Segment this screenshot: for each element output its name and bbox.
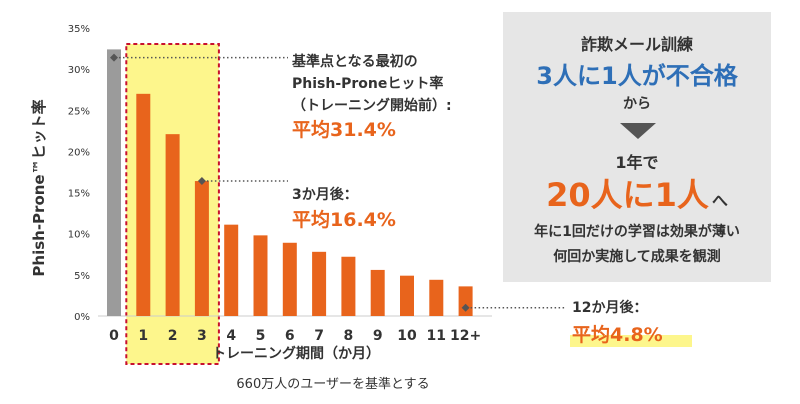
x-tick-label: 6 [285, 328, 295, 344]
y-tick-label: 0% [74, 312, 90, 323]
annotation-text: 12か月後： [572, 299, 647, 316]
x-axis-label: トレーニング期間（か月） [212, 345, 380, 362]
x-tick-label: 8 [344, 328, 354, 344]
x-tick-label: 12+ [450, 328, 481, 344]
bar [224, 224, 239, 316]
annotation-layer: 基準点となる最初の Phish-Proneヒット率 （トレーニング開始前）: 平均31… [110, 53, 692, 347]
callout-stat-after-suffix: へ [712, 191, 728, 210]
bar [136, 93, 151, 316]
y-axis-label: Phish-Prone™ヒット率 [30, 99, 48, 276]
x-tick-label: 5 [256, 328, 266, 344]
bar [458, 286, 473, 316]
bars-layer: 0 1 2 3 4 5 6 7 8 9 10 11 12+ [107, 49, 481, 344]
x-tick-label: 2 [168, 328, 178, 344]
value-marker-highlight [570, 335, 692, 347]
bar [341, 256, 356, 316]
y-tick-label: 35% [68, 24, 90, 35]
callout-stat-after: 20人に1人へ [546, 176, 728, 214]
y-tick-label: 10% [68, 230, 90, 241]
x-tick-label: 9 [373, 328, 383, 344]
y-tick-label: 5% [74, 271, 90, 282]
bar [107, 49, 121, 316]
footnote: 660万人のユーザーを基準とする [236, 376, 429, 392]
annotation-text: （トレーニング開始前）: [292, 97, 452, 114]
x-tick-label: 1 [138, 328, 148, 344]
annotation-marker-icon [461, 303, 470, 312]
callout-title: 詐欺メール訓練 [581, 35, 693, 54]
down-arrow-icon [620, 123, 656, 139]
callout-note-line2: 何回か実施して成果を観測 [553, 248, 721, 265]
annotation-text: 3か月後： [292, 186, 358, 203]
callout-note-line1: 年に1回だけの学習は効果が薄い [534, 223, 740, 240]
annotation-value: 平均16.4% [292, 208, 396, 231]
x-tick-label: 0 [109, 328, 119, 344]
bar [370, 269, 385, 316]
annotation-marker-icon [197, 177, 206, 186]
callout-from: から [623, 96, 651, 112]
x-tick-label: 11 [427, 328, 446, 344]
y-tick-label: 30% [68, 65, 90, 76]
x-tick-label: 4 [226, 328, 236, 344]
bar [429, 279, 444, 316]
annotation-value: 平均4.8% [572, 323, 663, 346]
annotation-text: 基準点となる最初の [292, 53, 418, 70]
bar [194, 181, 209, 316]
bar [312, 251, 327, 316]
callout-period: 1年で [615, 153, 658, 172]
y-tick-label: 25% [68, 106, 90, 117]
annotation-text: Phish-Proneヒット率 [292, 75, 443, 92]
x-tick-label: 3 [197, 328, 207, 344]
callout-stat-before: 3人に1人が不合格 [536, 62, 738, 90]
y-tick-label: 15% [68, 189, 90, 200]
axis-layer: 0% 5% 10% 15% 20% 25% 30% 35% [68, 24, 492, 323]
x-tick-label: 7 [314, 328, 324, 344]
callout-background [503, 12, 771, 282]
bar [165, 134, 180, 316]
annotation-marker-icon [110, 53, 118, 62]
x-tick-label: 10 [397, 328, 417, 344]
annotation-value: 平均31.4% [292, 118, 396, 141]
bar [282, 242, 297, 316]
callout-box: 詐欺メール訓練 3人に1人が不合格 から 1年で 20人に1人へ 年に1回だけの… [503, 12, 771, 282]
bar [253, 235, 268, 316]
callout-stat-after-big: 20人に1人 [546, 176, 709, 214]
bar [400, 275, 414, 316]
y-tick-label: 20% [68, 147, 90, 158]
